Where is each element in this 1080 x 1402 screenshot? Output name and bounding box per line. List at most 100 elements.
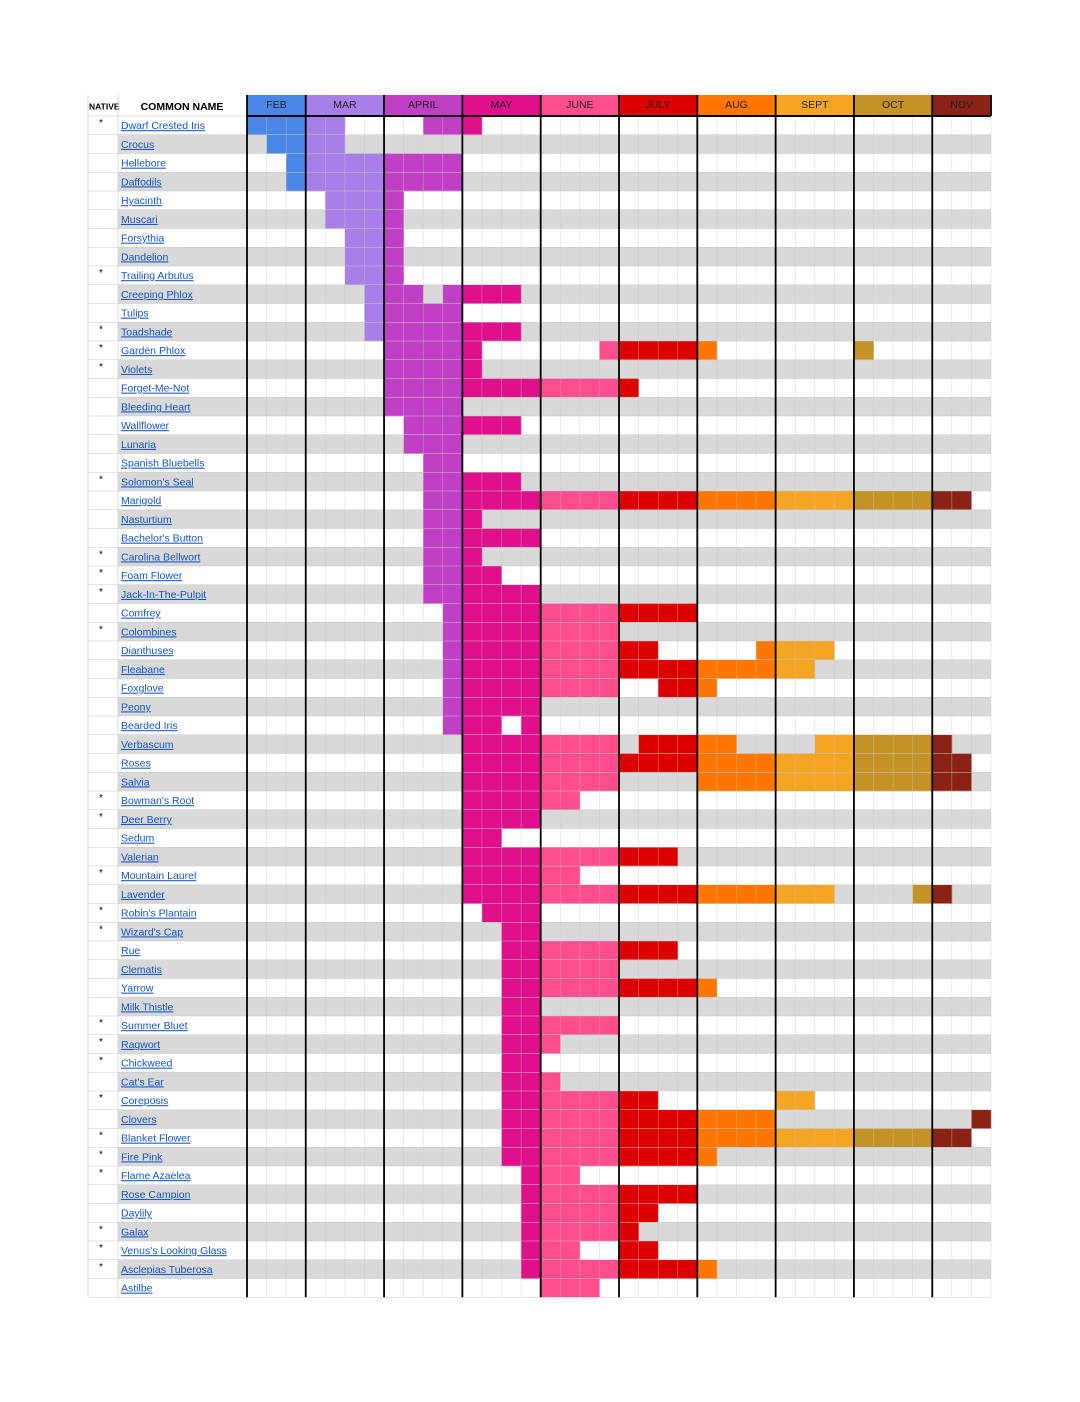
plant-name[interactable]: Galax bbox=[121, 1226, 149, 1238]
bloom-cell bbox=[344, 172, 365, 192]
plant-name[interactable]: Tulips bbox=[121, 308, 149, 320]
plant-name[interactable]: Hyacinth bbox=[121, 195, 162, 207]
plant-name[interactable]: Violets bbox=[121, 364, 152, 376]
bloom-cell bbox=[325, 153, 346, 173]
plant-name[interactable]: Dianthuses bbox=[121, 645, 174, 657]
plant-name[interactable]: Lavender bbox=[121, 889, 165, 901]
bloom-cell bbox=[521, 997, 541, 1017]
plant-name[interactable]: Milk Thistle bbox=[121, 1001, 173, 1013]
bloom-cell bbox=[697, 884, 718, 904]
bloom-cell bbox=[442, 416, 463, 436]
bloom-cell bbox=[560, 753, 581, 773]
plant-name[interactable]: Cat's Ear bbox=[121, 1076, 164, 1088]
plant-name[interactable]: Lunaria bbox=[121, 439, 156, 451]
plant-name[interactable]: Deer Berry bbox=[121, 814, 173, 826]
plant-name[interactable]: Forsythia bbox=[121, 233, 164, 245]
bloom-cell bbox=[481, 659, 502, 679]
plant-name[interactable]: Robin's Plantain bbox=[121, 908, 197, 920]
plant-name[interactable]: Foam Flower bbox=[121, 570, 183, 582]
plant-name[interactable]: Crocus bbox=[121, 139, 154, 151]
month-header bbox=[853, 95, 933, 116]
plant-name[interactable]: Coreposis bbox=[121, 1095, 168, 1107]
plant-name[interactable]: Clovers bbox=[121, 1114, 157, 1126]
bloom-cell bbox=[423, 303, 444, 323]
plant-name[interactable]: Clematis bbox=[121, 964, 162, 976]
bloom-cell bbox=[442, 397, 463, 417]
bloom-cell bbox=[501, 584, 522, 604]
plant-name[interactable]: Fleabane bbox=[121, 664, 165, 676]
plant-name[interactable]: Venus's Looking Glass bbox=[121, 1245, 227, 1257]
bloom-cell bbox=[677, 659, 698, 679]
plant-name[interactable]: Salvia bbox=[121, 776, 150, 788]
plant-name[interactable]: Bleeding Heart bbox=[121, 401, 191, 413]
plant-name[interactable]: Muscari bbox=[121, 214, 158, 226]
plant-name[interactable]: Dwarf Crested Iris bbox=[121, 120, 205, 132]
bloom-cell bbox=[932, 772, 953, 792]
plant-name[interactable]: Flame Azaelea bbox=[121, 1170, 191, 1182]
bloom-cell bbox=[814, 734, 835, 754]
bloom-cell bbox=[442, 378, 463, 398]
plant-name[interactable]: Rose Campion bbox=[121, 1189, 191, 1201]
plant-name[interactable]: Astilbe bbox=[121, 1283, 153, 1295]
bloom-cell bbox=[560, 847, 581, 867]
plant-name[interactable]: Toadshade bbox=[121, 326, 173, 338]
plant-name[interactable]: Yarrow bbox=[121, 983, 154, 995]
bloom-cell bbox=[481, 491, 502, 511]
plant-name[interactable]: Wizard's Cap bbox=[121, 926, 183, 938]
plant-name[interactable]: Fire Pink bbox=[121, 1151, 163, 1163]
bloom-cell bbox=[716, 1109, 737, 1129]
plant-name[interactable]: Hellebore bbox=[121, 158, 166, 170]
plant-name[interactable]: Asclepias Tuberosa bbox=[121, 1264, 213, 1276]
bloom-cell bbox=[521, 753, 541, 773]
bloom-cell bbox=[442, 434, 463, 454]
plant-name[interactable]: Trailing Arbutus bbox=[121, 270, 194, 282]
plant-name[interactable]: Sedum bbox=[121, 833, 155, 845]
native-mark: * bbox=[99, 906, 103, 917]
plant-name[interactable]: Jack-In-The-Pulpit bbox=[121, 589, 206, 601]
bloom-cell bbox=[579, 847, 600, 867]
plant-name[interactable]: Summer Bluet bbox=[121, 1020, 188, 1032]
plant-name[interactable]: Carolina Bellwort bbox=[121, 551, 200, 563]
plant-name[interactable]: Bachelor's Button bbox=[121, 533, 203, 545]
plant-name[interactable]: Roses bbox=[121, 758, 151, 770]
plant-name[interactable]: Dandelion bbox=[121, 251, 168, 263]
plant-name[interactable]: Blanket Flower bbox=[121, 1133, 191, 1145]
bloom-cell bbox=[384, 209, 404, 229]
plant-name[interactable]: Verbascum bbox=[121, 739, 174, 751]
month-header bbox=[619, 95, 698, 116]
plant-name[interactable]: Marigold bbox=[121, 495, 161, 507]
plant-name[interactable]: Spanish Bluebells bbox=[121, 458, 204, 470]
plant-name[interactable]: Rue bbox=[121, 945, 140, 957]
plant-name[interactable]: Daylily bbox=[121, 1208, 153, 1220]
bloom-cell bbox=[540, 1128, 561, 1148]
row-shade bbox=[118, 922, 991, 941]
plant-name[interactable]: Foxglove bbox=[121, 683, 164, 695]
bloom-cell bbox=[442, 303, 463, 323]
plant-name[interactable]: Solomon's Seal bbox=[121, 476, 194, 488]
bloom-cell bbox=[560, 622, 581, 642]
plant-name[interactable]: Comfrey bbox=[121, 608, 161, 620]
bloom-cell bbox=[521, 903, 541, 923]
plant-name[interactable]: Forget-Me-Not bbox=[121, 383, 189, 395]
plant-name[interactable]: Ragwort bbox=[121, 1039, 160, 1051]
bloom-cell bbox=[442, 678, 463, 698]
bloom-cell bbox=[403, 172, 424, 192]
bloom-cell bbox=[442, 116, 463, 136]
bloom-cell bbox=[795, 1128, 816, 1148]
plant-name[interactable]: Valerian bbox=[121, 851, 159, 863]
bloom-cell bbox=[286, 134, 307, 154]
plant-name[interactable]: Daffodils bbox=[121, 176, 162, 188]
plant-name[interactable]: Mountain Laurel bbox=[121, 870, 196, 882]
plant-name[interactable]: Wallflower bbox=[121, 420, 170, 432]
bloom-cell bbox=[560, 1259, 581, 1279]
plant-name[interactable]: Chickweed bbox=[121, 1058, 173, 1070]
bloom-cell bbox=[599, 734, 620, 754]
plant-name[interactable]: Colombines bbox=[121, 626, 176, 638]
bloom-cell bbox=[814, 753, 835, 773]
plant-name[interactable]: Bearded Iris bbox=[121, 720, 178, 732]
plant-name[interactable]: Nasturtium bbox=[121, 514, 172, 526]
plant-name[interactable]: Bowman's Root bbox=[121, 795, 194, 807]
plant-name[interactable]: Peony bbox=[121, 701, 152, 713]
plant-name[interactable]: Garden Phlox bbox=[121, 345, 186, 357]
plant-name[interactable]: Creeping Phlox bbox=[121, 289, 194, 301]
